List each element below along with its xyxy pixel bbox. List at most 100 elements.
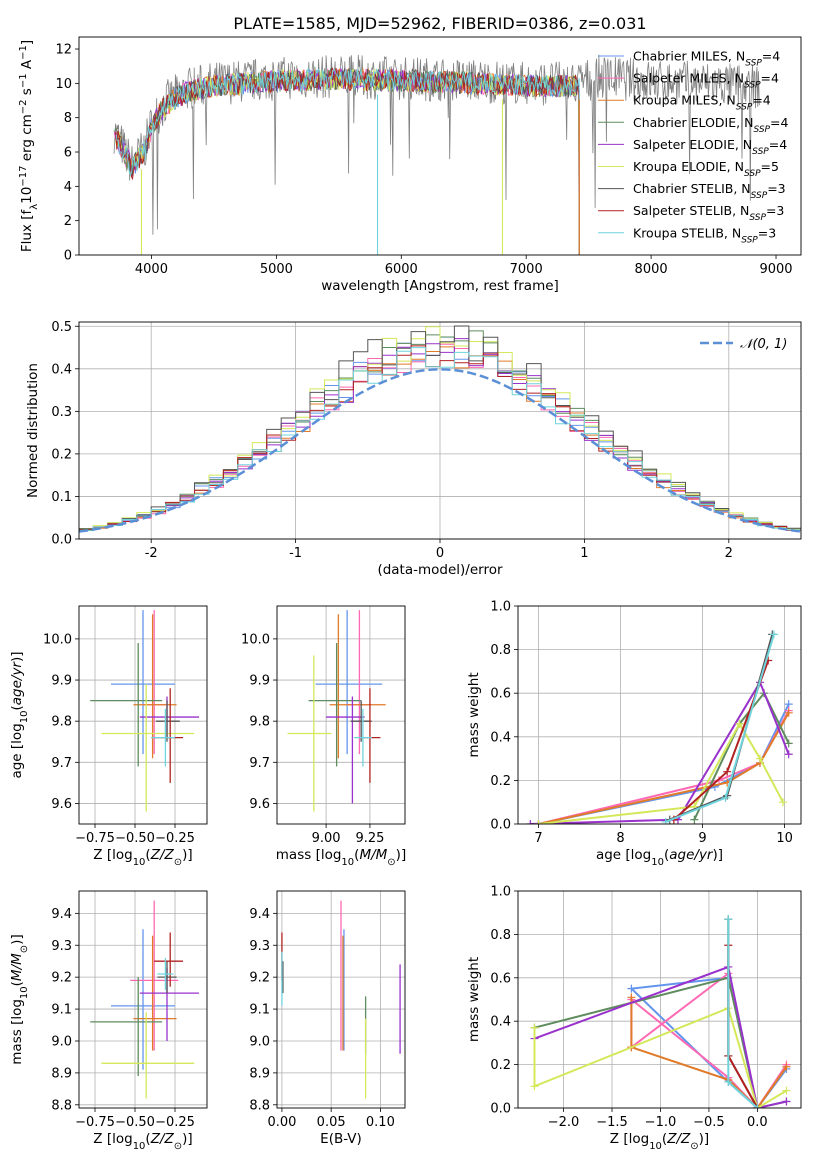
y-tick-label: 0.8 <box>490 928 511 943</box>
weight-marker <box>724 1077 733 1086</box>
x-tick-label: 10 <box>776 831 793 846</box>
age_vs_mass-panel: 9.00 9.25 9.6 9.7 9.8 9.9 10.0 mass [log10(M/M⊙… <box>241 605 406 868</box>
y-tick-label: 0.4 <box>490 730 511 745</box>
y-tick-label: 10.0 <box>43 632 72 647</box>
y-tick-label: 9.2 <box>51 971 72 986</box>
x-tick-label: -1 <box>289 546 302 561</box>
weight-marker <box>721 793 730 802</box>
legend-entry: Kroupa STELIB, NSSP=3 <box>633 225 776 245</box>
y-tick-label: 0.6 <box>490 971 511 986</box>
x-axis-label: Z [log10(Z/Z⊙)] <box>610 1131 709 1152</box>
x-tick-label: 1 <box>580 546 588 561</box>
y-tick-label: 4 <box>64 180 72 195</box>
x-axis-label: age [log10(age/yr)] <box>596 847 723 868</box>
axes-frame <box>78 321 802 540</box>
x-axis-label: Z [log10(Z/Z⊙)] <box>93 847 192 868</box>
spectrum-panel: 4000 5000 6000 7000 8000 9000 0 2 4 6 8 10 12 wavelen… <box>18 36 802 294</box>
weight-series-line <box>673 660 770 821</box>
y-tick-label: 9.8 <box>51 715 72 730</box>
weight-marker <box>627 993 636 1002</box>
x-tick-label: 9.25 <box>355 831 384 846</box>
axes-frame <box>517 605 802 825</box>
weight-series-line <box>727 919 759 1108</box>
legend-entry: Kroupa ELODIE, NSSP=5 <box>633 159 779 179</box>
x-axis-label: wavelength [Angstrom, rest frame] <box>321 278 559 294</box>
y-tick-label: 9.8 <box>249 715 270 730</box>
weight-marker <box>627 984 636 993</box>
legend-entry: Chabrier MILES, NSSP=4 <box>633 49 780 69</box>
weight-marker <box>723 767 732 776</box>
x-tick-label: 0.0 <box>747 1115 768 1130</box>
x-tick-label: 2 <box>725 546 733 561</box>
x-tick-label: 4000 <box>135 262 168 277</box>
model-spectrum-line <box>115 67 580 255</box>
x-tick-label: 5000 <box>260 262 293 277</box>
spectrum-traces <box>113 54 760 255</box>
axes-frame <box>276 605 406 825</box>
y-tick-label: 8.8 <box>249 1098 270 1113</box>
y-tick-label: 8.9 <box>249 1066 270 1081</box>
errorbars <box>281 900 401 1099</box>
x-tick-label: 8000 <box>635 262 668 277</box>
x-tick-label: −2.0 <box>548 1115 580 1130</box>
legend-entry: Salpeter STELIB, NSSP=3 <box>633 203 784 223</box>
x-tick-label: −0.50 <box>115 831 155 846</box>
y-axis-label: Flux [fλ10−17 erg cm−2 s−1 A−1] <box>18 40 40 252</box>
y-tick-label: 9.9 <box>249 674 270 689</box>
axes-frame <box>78 605 208 825</box>
data-spectrum-line <box>113 54 760 235</box>
mass_vs_Z-panel: −0.75 −0.50 −0.25 8.8 8.9 9.0 9.1 9.2 9.3 9.4 Z [l… <box>9 890 208 1152</box>
weight-marker <box>690 815 699 824</box>
axes-frame <box>517 890 802 1109</box>
weight-marker <box>710 782 719 791</box>
x-tick-label: 9 <box>698 831 706 846</box>
normal-reference-line <box>79 368 801 533</box>
y-tick-label: 9.9 <box>51 674 72 689</box>
weight-marker <box>530 1023 539 1032</box>
weight-series-line <box>727 919 759 1108</box>
y-tick-label: 0.6 <box>490 687 511 702</box>
weight-marker <box>661 817 670 824</box>
legend-entry: Chabrier STELIB, NSSP=3 <box>633 181 786 201</box>
x-tick-label: −0.25 <box>155 831 195 846</box>
figure-title: PLATE=1585, MJD=52962, FIBERID=0386, z=0… <box>233 14 646 33</box>
y-tick-label: 6 <box>64 146 72 161</box>
y-tick-label: 9.0 <box>249 1034 270 1049</box>
x-tick-label: 7000 <box>510 262 543 277</box>
y-tick-label: 2 <box>64 214 72 229</box>
x-tick-label: -2 <box>145 546 158 561</box>
weight-marker <box>782 1097 791 1106</box>
weight-marker <box>526 820 535 824</box>
y-tick-label: 0.0 <box>490 1102 511 1117</box>
y-tick-label: 0.5 <box>51 320 72 335</box>
x-tick-label: 0.05 <box>317 1115 346 1130</box>
weight-series-line <box>538 703 790 824</box>
y-tick-label: 9.0 <box>51 1034 72 1049</box>
y-tick-label: 9.4 <box>51 907 72 922</box>
y-tick-label: 1.0 <box>490 885 511 900</box>
y-tick-label: 0.0 <box>490 818 511 833</box>
y-tick-label: 9.7 <box>51 756 72 771</box>
x-tick-label: 9000 <box>759 262 792 277</box>
x-axis-label: (data-model)/error <box>377 562 503 578</box>
age_vs_Z-panel: −0.75 −0.50 −0.25 9.6 9.7 9.8 9.9 10.0 Z [log10(… <box>9 605 208 868</box>
x-tick-label: 6000 <box>385 262 418 277</box>
y-tick-label: 0.3 <box>51 405 72 420</box>
mass_vs_EBV-panel: 0.00 0.05 0.10 8.8 8.9 9.0 9.1 9.2 9.3 9.4 E(B-V) <box>249 890 406 1147</box>
weight-marker <box>534 820 543 824</box>
x-tick-label: −0.50 <box>115 1115 155 1130</box>
weight-marker <box>735 719 744 728</box>
y-tick-label: 8.8 <box>51 1098 72 1113</box>
y-tick-label: 0.2 <box>490 774 511 789</box>
y-tick-label: 9.7 <box>249 756 270 771</box>
residuals-panel: -2 -1 0 1 2 0.0 0.1 0.2 0.3 0.4 0.5 (data-model)/er… <box>25 320 802 578</box>
y-tick-label: 0.2 <box>51 447 72 462</box>
legend-entry: Salpeter ELODIE, NSSP=4 <box>633 137 787 157</box>
axes-frame <box>78 890 208 1109</box>
x-tick-label: −0.5 <box>693 1115 725 1130</box>
weight-marker <box>784 750 793 759</box>
weight-marker <box>530 1082 539 1091</box>
weight-marker <box>782 1062 791 1071</box>
mass_weight_vs_age-panel: 7 8 9 10 0.0 0.2 0.4 0.6 0.8 1.0 age [log10(age/yr… <box>466 600 802 868</box>
